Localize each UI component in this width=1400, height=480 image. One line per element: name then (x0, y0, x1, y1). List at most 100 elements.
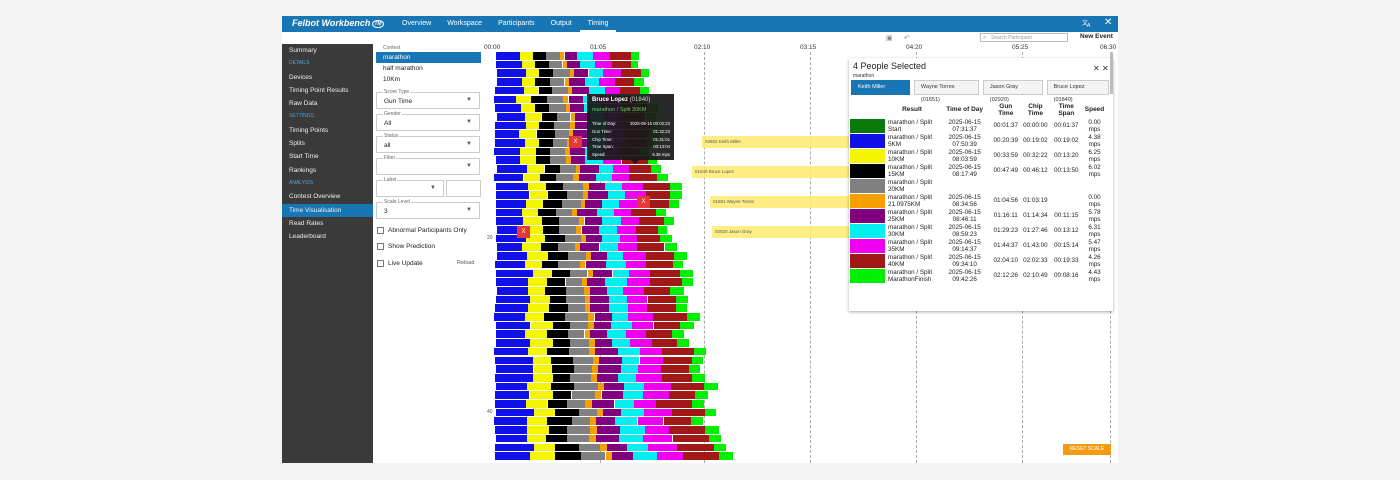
bar-segment[interactable] (614, 208, 632, 217)
bar-segment[interactable] (594, 321, 612, 330)
bar-segment[interactable] (625, 191, 647, 199)
bar-segment[interactable] (542, 226, 559, 234)
bar-segment[interactable] (550, 78, 565, 86)
bar-segment[interactable] (496, 286, 529, 295)
bar-segment[interactable] (579, 243, 600, 252)
bar-segment[interactable] (595, 60, 612, 69)
bar-segment[interactable] (622, 182, 643, 191)
bar-segment[interactable] (626, 330, 646, 339)
bar-segment[interactable] (495, 426, 528, 434)
bar-segment[interactable] (590, 373, 598, 382)
panel-scrollbar[interactable] (1110, 52, 1113, 94)
bar-segment[interactable] (618, 373, 636, 382)
bar-segment[interactable] (615, 417, 638, 426)
bar-segment[interactable] (612, 269, 629, 278)
bar-segment[interactable] (534, 408, 555, 417)
bar-segment[interactable] (619, 234, 638, 243)
scale-level-select[interactable]: Scale Level 3 ▼ (376, 199, 480, 219)
bar-segment[interactable] (639, 217, 664, 225)
bar-segment[interactable] (496, 69, 526, 78)
bar-segment[interactable] (496, 365, 534, 373)
bar-segment[interactable] (496, 60, 523, 69)
bar-segment[interactable] (593, 269, 613, 278)
save-icon[interactable]: ▣ (886, 35, 893, 42)
bar-segment[interactable] (580, 234, 587, 243)
bar-segment[interactable] (650, 278, 682, 286)
bar-segment[interactable] (495, 373, 534, 382)
bar-segment[interactable] (646, 191, 671, 199)
bar-segment[interactable] (589, 426, 597, 434)
bar-segment[interactable] (607, 252, 624, 260)
bar-segment[interactable] (527, 226, 543, 234)
bar-segment[interactable] (495, 278, 528, 286)
sidebar-item-raw-data[interactable]: Raw Data (289, 100, 318, 108)
bar-segment[interactable] (597, 373, 619, 382)
bar-segment[interactable] (556, 173, 574, 182)
bar-segment[interactable] (592, 400, 615, 408)
bar-segment[interactable] (571, 391, 595, 399)
sidebar-item-rankings[interactable]: Rankings (289, 166, 317, 174)
bar-segment[interactable] (538, 86, 553, 95)
bar-segment[interactable] (536, 130, 555, 138)
bar-segment[interactable] (670, 191, 682, 199)
bar-segment[interactable] (603, 408, 621, 417)
bar-segment[interactable] (518, 130, 537, 138)
bar-segment[interactable] (541, 112, 558, 121)
bar-segment[interactable] (494, 347, 528, 356)
close-icon[interactable]: ✕ (1102, 64, 1109, 73)
bar-segment[interactable] (526, 234, 545, 243)
bar-segment[interactable] (599, 243, 618, 252)
bar-segment[interactable] (568, 252, 586, 260)
bar-segment[interactable] (664, 243, 678, 252)
bar-segment[interactable] (573, 173, 579, 182)
bar-segment[interactable] (533, 373, 553, 382)
bar-segment[interactable] (535, 78, 551, 86)
bar-segment[interactable] (568, 78, 585, 86)
bar-segment[interactable] (539, 139, 553, 147)
bar-segment[interactable] (553, 69, 570, 78)
bar-segment[interactable] (525, 199, 543, 208)
bar-segment[interactable] (605, 278, 627, 286)
bar-segment[interactable] (597, 408, 604, 417)
bar-segment[interactable] (623, 391, 644, 399)
bar-segment[interactable] (634, 400, 657, 408)
bar-segment[interactable] (519, 147, 536, 156)
bar-segment[interactable] (582, 182, 589, 191)
bar-segment[interactable] (605, 452, 612, 460)
bar-segment[interactable] (626, 278, 651, 286)
bar-segment[interactable] (549, 60, 563, 69)
bar-segment[interactable] (567, 86, 573, 95)
bar-segment[interactable] (520, 52, 533, 60)
search-input[interactable]: ⌕ Search Participant (980, 33, 1068, 42)
bar-segment[interactable] (544, 313, 565, 321)
close-icon[interactable]: ✕ (1104, 17, 1113, 28)
bar-segment[interactable] (651, 339, 678, 347)
bar-segment[interactable] (565, 147, 570, 156)
bar-segment[interactable] (570, 104, 585, 112)
bar-segment[interactable] (621, 408, 645, 417)
bar-segment[interactable] (549, 147, 566, 156)
bar-segment[interactable] (572, 86, 589, 95)
sidebar-item-timing-point-results[interactable]: Timing Point Results (289, 86, 349, 94)
bar-segment[interactable] (636, 226, 658, 234)
bar-segment[interactable] (525, 69, 539, 78)
bar-segment[interactable] (542, 260, 559, 269)
nav-workspace[interactable]: Workspace (447, 20, 483, 27)
bar-segment[interactable] (570, 373, 591, 382)
bar-segment[interactable] (691, 373, 706, 382)
bar-segment[interactable] (553, 121, 570, 130)
timeline-plot[interactable]: ▣ ↶ ⌕ Search Participant New Event 00:00 0… (482, 33, 1118, 463)
table-row[interactable]: marathon / Split 20KM (850, 178, 1107, 193)
bar-segment[interactable] (553, 339, 571, 347)
bar-segment[interactable] (586, 234, 603, 243)
bar-segment[interactable] (584, 156, 603, 165)
bar-segment[interactable] (583, 191, 588, 199)
bar-segment[interactable] (584, 78, 599, 86)
bar-segment[interactable] (570, 339, 590, 347)
bar-segment[interactable] (494, 443, 535, 452)
bar-segment[interactable] (651, 165, 661, 173)
bar-segment[interactable] (605, 260, 626, 269)
bar-segment[interactable] (585, 199, 602, 208)
bar-segment[interactable] (533, 365, 552, 373)
bar-segment[interactable] (584, 330, 591, 339)
